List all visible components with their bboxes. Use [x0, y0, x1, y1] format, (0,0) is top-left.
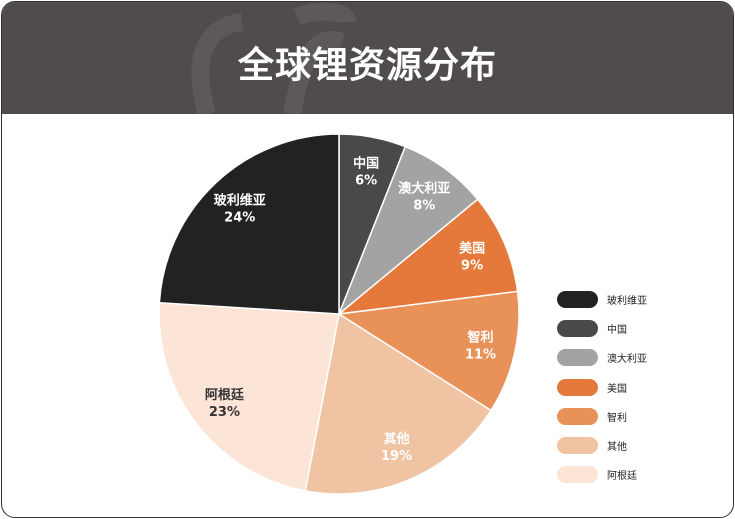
pie-slice [158, 301, 340, 492]
legend-item: 澳大利亚 [557, 343, 647, 372]
legend-swatch [557, 437, 598, 455]
legend-item: 玻利维亚 [557, 285, 647, 314]
legend-label: 其他 [607, 442, 627, 454]
legend-swatch [557, 407, 598, 425]
pie-slice [336, 198, 519, 316]
pie-slice [336, 290, 520, 412]
legend-item: 智利 [557, 402, 647, 431]
legend-label: 美国 [607, 383, 627, 395]
slice-label: 其他 [384, 431, 410, 447]
header-banner: 全球锂资源分布 [2, 2, 733, 114]
legend-label: 中国 [607, 325, 627, 337]
slice-label: 中国 [353, 156, 379, 172]
slice-value-label: 19% [381, 449, 412, 464]
legend-label: 阿根廷 [607, 471, 637, 483]
pie-slice [338, 145, 479, 315]
legend-item: 美国 [557, 373, 647, 402]
legend-label: 玻利维亚 [607, 296, 647, 308]
slice-value-label: 24% [224, 210, 255, 225]
slice-label: 阿根廷 [205, 387, 245, 403]
legend-label: 智利 [607, 412, 627, 424]
slice-label: 澳大利亚 [398, 181, 450, 197]
legend: 玻利维亚中国澳大利亚美国智利其他阿根廷 [557, 285, 647, 489]
legend-swatch [557, 378, 598, 396]
legend-swatch [557, 466, 598, 484]
slice-value-label: 8% [413, 199, 435, 214]
legend-swatch [557, 291, 598, 309]
watermark-logo [191, 2, 356, 114]
slice-value-label: 6% [355, 174, 377, 189]
slice-value-label: 11% [465, 348, 496, 363]
legend-item: 其他 [557, 431, 647, 460]
pie-slice [304, 312, 493, 495]
legend-swatch [557, 349, 598, 367]
chart-title: 全球锂资源分布 [237, 45, 497, 86]
legend-label: 澳大利亚 [607, 354, 647, 366]
slice-value-label: 9% [461, 258, 483, 273]
legend-swatch [557, 320, 598, 338]
legend-item: 阿根廷 [557, 460, 647, 489]
slice-value-label: 23% [209, 405, 240, 420]
slice-label: 玻利维亚 [214, 192, 266, 208]
pie-slice [158, 133, 340, 315]
slice-label: 美国 [459, 240, 485, 256]
slice-label: 智利 [468, 330, 494, 346]
legend-item: 中国 [557, 314, 647, 343]
